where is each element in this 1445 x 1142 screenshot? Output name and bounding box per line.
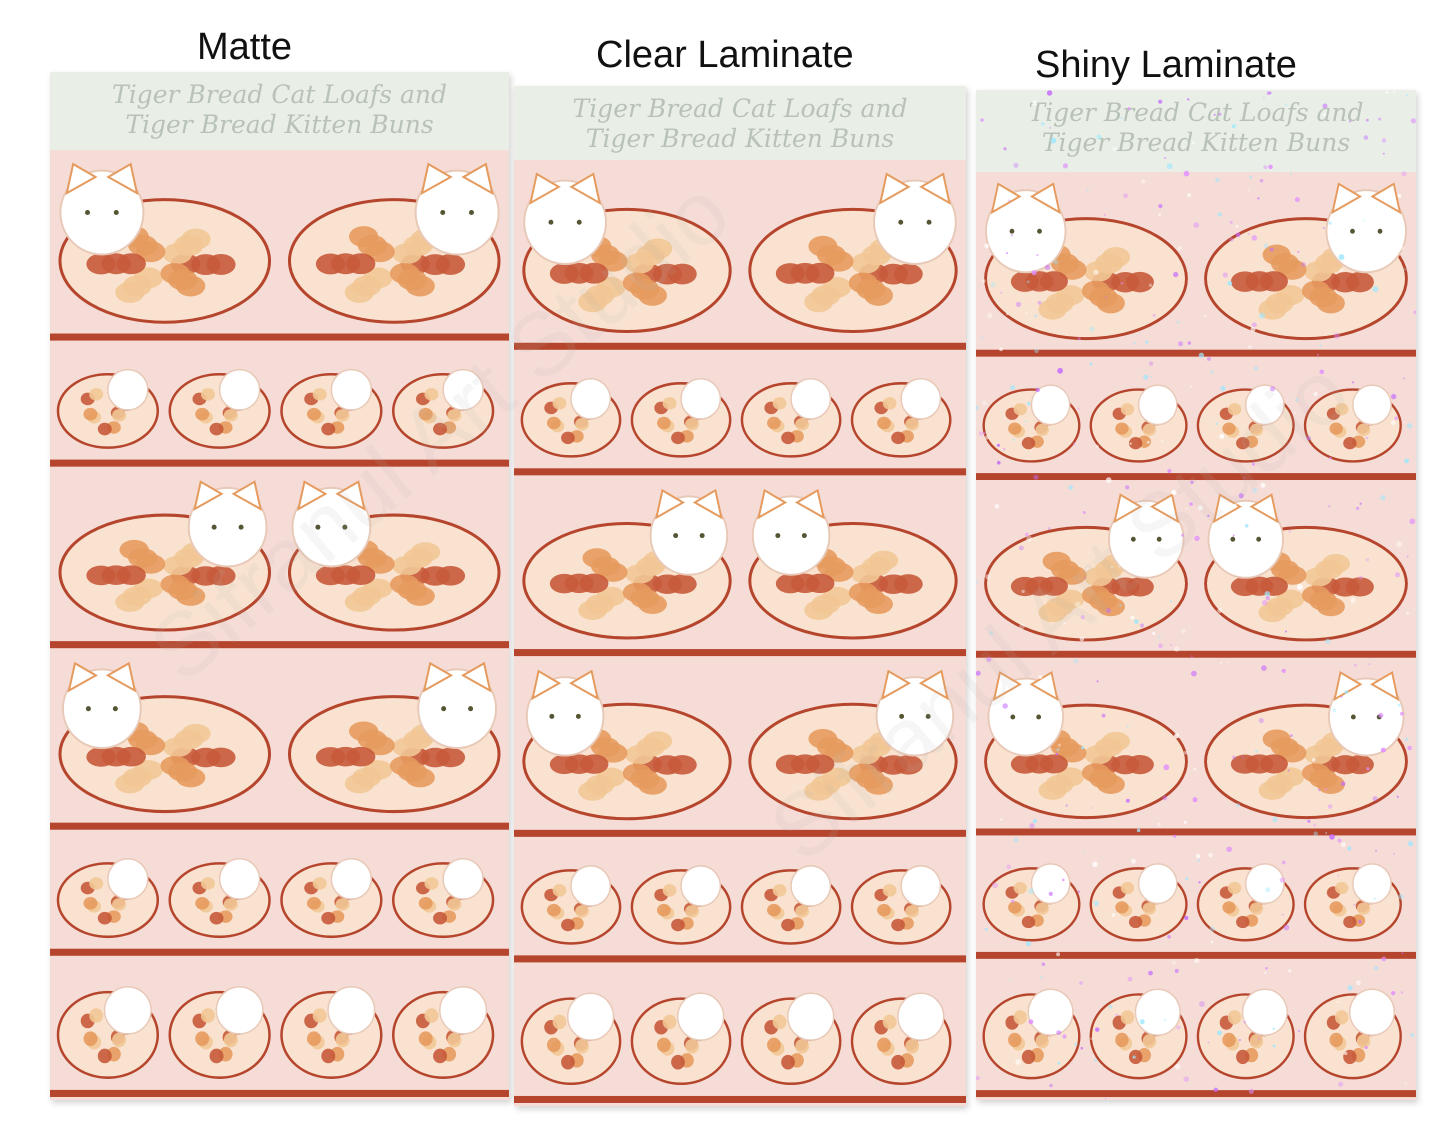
cat-loaf-sticker (522, 669, 732, 821)
cat-loaf-sticker (748, 488, 958, 640)
cat-loaf-sticker (58, 661, 272, 814)
kitten-bun-sticker (982, 384, 1081, 463)
cat-loaf-sticker (1204, 182, 1408, 341)
row-divider (514, 468, 966, 476)
kitten-bun-sticker (520, 865, 622, 945)
header-line-2: Tiger Bread Kitten Buns (585, 124, 895, 153)
row-divider (514, 649, 966, 657)
kitten-bun-sticker (1089, 863, 1188, 942)
row-divider (50, 948, 509, 956)
kitten-bun-sticker (280, 368, 383, 449)
kitten-bun-sticker (1089, 384, 1188, 463)
kitten-bun-sticker (56, 858, 160, 939)
kitten-bun-sticker (850, 377, 952, 458)
row-divider (50, 822, 509, 830)
kitten-bun-sticker (740, 865, 842, 945)
label-clear-laminate: Clear Laminate (596, 34, 854, 76)
row-divider (514, 1095, 966, 1103)
kitten-bun-sticker (392, 368, 495, 449)
kitten-bun-sticker (56, 368, 160, 449)
kitten-bun-sticker (280, 986, 383, 1079)
kitten-bun-sticker (1196, 863, 1295, 942)
cat-loaf-sticker (287, 661, 501, 814)
row-divider (976, 349, 1416, 357)
sheet-header: Tiger Bread Cat Loafs and Tiger Bread Ki… (976, 90, 1416, 172)
kitten-bun-sticker (1196, 988, 1295, 1080)
sheet-header: Tiger Bread Cat Loafs and Tiger Bread Ki… (50, 72, 509, 150)
row-divider (50, 459, 509, 467)
kitten-bun-sticker (982, 988, 1081, 1080)
kitten-bun-sticker (1196, 384, 1295, 463)
row-divider (976, 828, 1416, 836)
cat-loaf-sticker (58, 162, 272, 324)
row-divider (514, 829, 966, 837)
sticker-rows (514, 172, 966, 1103)
sticker-area (50, 152, 509, 1100)
row-divider (50, 1089, 509, 1097)
sheet-matte: Tiger Bread Cat Loafs and Tiger Bread Ki… (50, 72, 509, 1100)
sticker-area (514, 162, 966, 1106)
kitten-bun-sticker (1089, 988, 1188, 1080)
sticker-rows (50, 162, 509, 1097)
label-shiny-laminate: Shiny Laminate (1035, 44, 1297, 86)
kitten-bun-sticker (392, 986, 495, 1079)
sheet-clear-laminate: Tiger Bread Cat Loafs and Tiger Bread Ki… (514, 86, 966, 1106)
cat-loaf-sticker (748, 669, 958, 821)
kitten-bun-sticker (850, 865, 952, 945)
kitten-bun-sticker (168, 368, 271, 449)
label-matte: Matte (197, 26, 293, 68)
row-divider (514, 342, 966, 350)
kitten-bun-sticker (630, 865, 732, 945)
kitten-bun-sticker (1303, 863, 1402, 942)
header-line-2: Tiger Bread Kitten Buns (1041, 128, 1351, 157)
header-line-2: Tiger Bread Kitten Buns (125, 110, 434, 139)
kitten-bun-sticker (630, 377, 732, 458)
cat-loaf-sticker (1204, 671, 1408, 820)
cat-loaf-sticker (984, 182, 1188, 341)
cat-loaf-sticker (522, 172, 732, 334)
cat-loaf-sticker (984, 671, 1188, 820)
row-divider (50, 333, 509, 341)
cat-loaf-sticker (58, 480, 272, 632)
cat-loaf-sticker (748, 172, 958, 334)
row-divider (976, 473, 1416, 481)
kitten-bun-sticker (520, 992, 622, 1086)
kitten-bun-sticker (1303, 988, 1402, 1080)
kitten-bun-sticker (392, 858, 495, 939)
cat-loaf-sticker (522, 488, 732, 640)
kitten-bun-sticker (56, 986, 160, 1079)
row-divider (514, 955, 966, 963)
cat-loaf-sticker (1204, 493, 1408, 642)
kitten-bun-sticker (740, 377, 842, 458)
kitten-bun-sticker (280, 858, 383, 939)
kitten-bun-sticker (520, 377, 622, 458)
sheet-header: Tiger Bread Cat Loafs and Tiger Bread Ki… (514, 86, 966, 160)
kitten-bun-sticker (982, 863, 1081, 942)
sticker-area (976, 172, 1416, 1100)
cat-loaf-sticker (287, 162, 501, 324)
row-divider (976, 1090, 1416, 1098)
row-divider (976, 951, 1416, 959)
kitten-bun-sticker (850, 992, 952, 1086)
kitten-bun-sticker (1303, 384, 1402, 463)
kitten-bun-sticker (630, 992, 732, 1086)
header-line-1: Tiger Bread Cat Loafs and (1028, 98, 1364, 127)
header-line-1: Tiger Bread Cat Loafs and (572, 94, 908, 123)
sheet-shiny-laminate: Tiger Bread Cat Loafs and Tiger Bread Ki… (976, 90, 1416, 1100)
header-line-1: Tiger Bread Cat Loafs and (112, 80, 447, 109)
row-divider (976, 650, 1416, 658)
kitten-bun-sticker (740, 992, 842, 1086)
sticker-rows (976, 182, 1416, 1098)
cat-loaf-sticker (287, 480, 501, 632)
kitten-bun-sticker (168, 986, 271, 1079)
cat-loaf-sticker (984, 493, 1188, 642)
row-divider (50, 641, 509, 649)
kitten-bun-sticker (168, 858, 271, 939)
